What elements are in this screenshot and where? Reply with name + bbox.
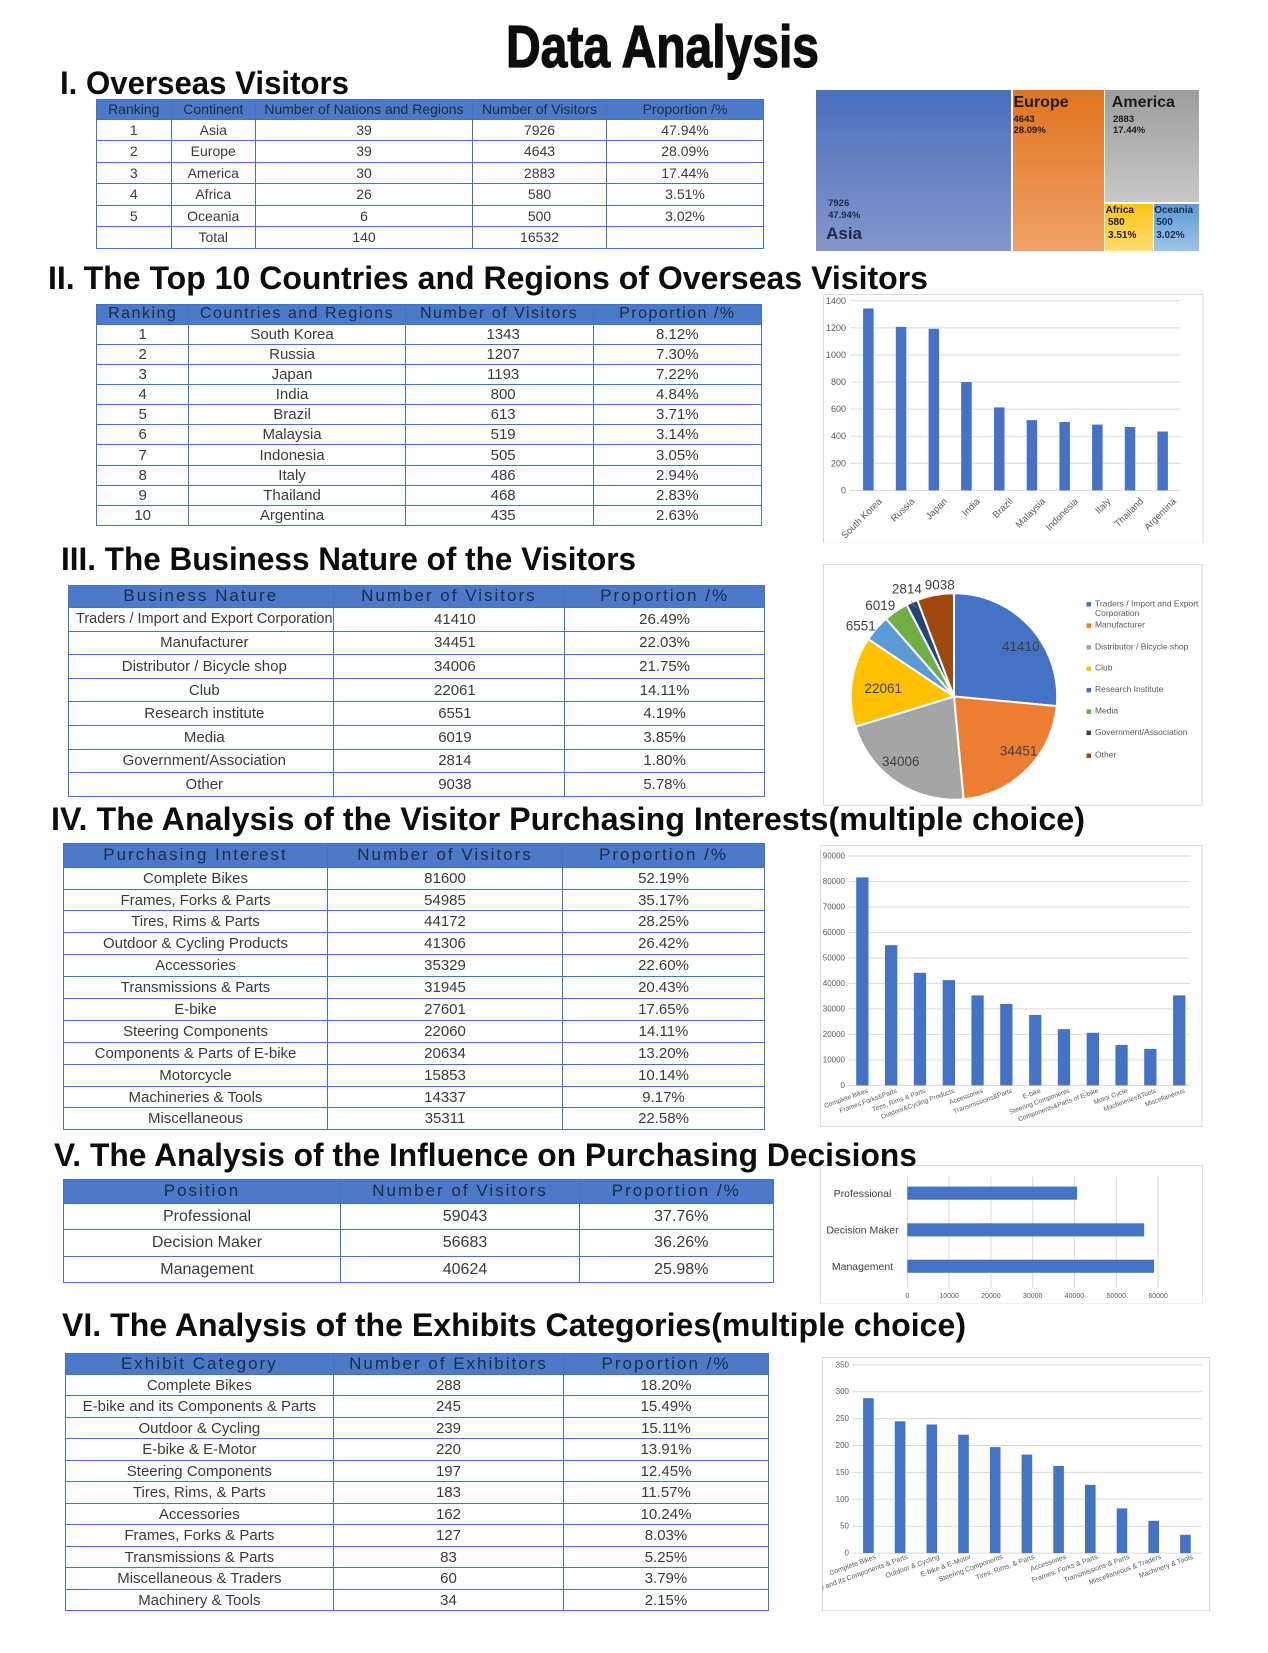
- svg-text:1200: 1200: [826, 322, 846, 332]
- svg-text:Traders / Import and Export: Traders / Import and Export: [1095, 598, 1199, 608]
- svg-text:800: 800: [831, 377, 846, 387]
- svg-text:200: 200: [831, 458, 846, 468]
- svg-text:60000: 60000: [823, 928, 846, 937]
- svg-text:10000: 10000: [939, 1293, 959, 1300]
- svg-text:22061: 22061: [865, 681, 903, 696]
- svg-text:1000: 1000: [826, 350, 846, 360]
- svg-text:1400: 1400: [826, 295, 846, 305]
- svg-text:20000: 20000: [823, 1030, 846, 1039]
- svg-text:Decision Maker: Decision Maker: [826, 1225, 899, 1236]
- svg-text:250: 250: [836, 1414, 850, 1423]
- svg-text:0: 0: [841, 1081, 846, 1090]
- svg-text:40000: 40000: [823, 979, 846, 988]
- svg-text:30000: 30000: [823, 1004, 846, 1013]
- svg-text:400: 400: [831, 431, 846, 441]
- svg-text:70000: 70000: [823, 902, 846, 911]
- svg-text:Corporation: Corporation: [1095, 608, 1140, 618]
- svg-text:Distributor / Bicycle shop: Distributor / Bicycle shop: [1095, 641, 1189, 651]
- svg-text:80000: 80000: [823, 877, 846, 886]
- svg-text:90000: 90000: [823, 851, 846, 860]
- svg-text:0: 0: [841, 485, 846, 495]
- svg-text:50: 50: [840, 1521, 849, 1530]
- svg-text:10000: 10000: [823, 1055, 846, 1064]
- svg-text:9038: 9038: [925, 577, 955, 592]
- svg-text:200: 200: [836, 1440, 850, 1449]
- svg-text:50000: 50000: [823, 953, 846, 962]
- svg-text:0: 0: [905, 1293, 909, 1300]
- svg-text:Research Institute: Research Institute: [1095, 684, 1164, 694]
- svg-text:100: 100: [836, 1494, 850, 1503]
- svg-text:350: 350: [836, 1360, 850, 1369]
- svg-text:Government/Association: Government/Association: [1095, 727, 1188, 737]
- svg-text:0: 0: [845, 1548, 850, 1557]
- svg-text:300: 300: [836, 1387, 850, 1396]
- svg-text:Club: Club: [1095, 663, 1113, 673]
- svg-text:Media: Media: [1095, 706, 1118, 716]
- svg-text:50000: 50000: [1107, 1293, 1127, 1300]
- svg-text:6019: 6019: [865, 598, 895, 613]
- svg-text:41410: 41410: [1002, 639, 1040, 654]
- svg-text:600: 600: [831, 404, 846, 414]
- svg-text:Other: Other: [1095, 750, 1116, 760]
- svg-text:30000: 30000: [1023, 1293, 1043, 1300]
- svg-text:Management: Management: [832, 1262, 893, 1273]
- svg-text:40000: 40000: [1065, 1293, 1085, 1300]
- svg-text:34006: 34006: [882, 754, 920, 769]
- svg-text:Professional: Professional: [834, 1189, 892, 1200]
- svg-text:60000: 60000: [1148, 1293, 1168, 1300]
- svg-text:6551: 6551: [846, 618, 876, 633]
- svg-text:2814: 2814: [892, 582, 922, 597]
- svg-text:150: 150: [836, 1467, 850, 1476]
- svg-text:34451: 34451: [1000, 744, 1038, 759]
- svg-text:20000: 20000: [981, 1293, 1001, 1300]
- svg-text:Manufacturer: Manufacturer: [1095, 620, 1145, 630]
